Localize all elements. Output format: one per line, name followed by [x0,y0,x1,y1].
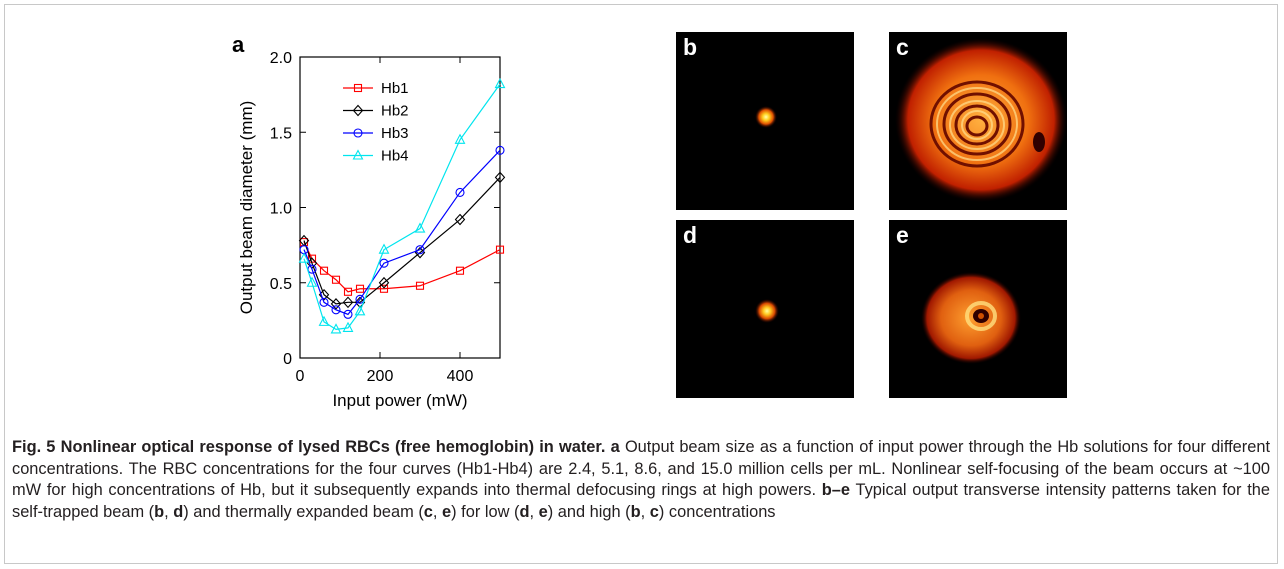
data-point [494,171,506,184]
caption-panel-ref: b [630,502,641,521]
caption-panel-ref: c [423,502,433,521]
data-point [414,222,426,233]
legend: Hb1 Hb2 Hb3 Hb4 [343,80,409,165]
data-point [343,287,353,296]
caption-text: Typical output transverse intensity patt… [12,481,1271,521]
data-point [319,297,329,307]
defocusing-rings-image [895,38,1067,202]
y-tick-label: 0 [283,351,292,368]
y-tick-label: 1.5 [270,125,292,142]
panel-label-b: b [683,34,698,60]
data-point [318,315,330,326]
caption-text: ) concentrations [658,502,776,521]
data-point [352,104,364,117]
data-point [330,297,342,310]
thermal-ring-image [921,272,1021,364]
data-point [455,187,465,197]
x-tick-label: 0 [296,368,305,385]
caption-text: ) for low ( [451,502,520,521]
data-point [353,83,363,93]
x-tick-label: 200 [367,368,394,385]
legend-label: Hb1 [381,80,409,97]
data-point [352,149,364,160]
caption-text: ) and thermally expanded beam ( [183,502,424,521]
data-point [331,275,341,284]
data-point [494,77,506,89]
caption-panel-ref: a [610,438,620,456]
legend-label: Hb4 [381,148,409,165]
caption-text: ) and high ( [547,502,631,521]
legend-label: Hb2 [381,103,409,120]
caption-text: , [432,502,443,521]
data-point [298,252,310,263]
intensity-pattern-d: d [676,220,854,398]
data-point [342,296,354,309]
data-point [379,284,389,293]
data-point [330,323,342,334]
data-point [378,243,390,254]
series-line [303,241,501,293]
caption-text: , [640,502,650,521]
series-line [303,149,501,316]
figure-caption: Fig. 5 Nonlinear optical response of lys… [12,437,1270,523]
data-point [353,128,363,138]
data-point [355,284,365,293]
caption-text: , [529,502,539,521]
data-point [454,133,466,144]
caption-panel-ref: b–e [821,481,851,499]
data-point [415,281,425,290]
figure-title: Nonlinear optical response of lysed RBCs… [60,438,606,456]
data-point [331,305,341,315]
data-point [378,276,390,289]
line-chart: a 0 200 400 0 0.5 1.0 1.5 2.0 Hb1 Hb2 Hb3 Hb4 Inpu… [232,32,506,410]
series-layer [298,77,506,334]
panel-label-c: c [896,34,909,60]
data-point [379,258,389,268]
caption-panel-ref: c [649,502,659,521]
data-point [354,305,366,316]
axis-ticks: 0 200 400 0 0.5 1.0 1.5 2.0 [270,50,500,385]
intensity-pattern-c: c [889,32,1067,210]
series-line [303,83,501,331]
data-point [306,276,318,287]
caption-panel-ref: d [173,502,184,521]
caption-panel-ref: e [442,502,452,521]
data-point [455,266,465,275]
y-tick-label: 0.5 [270,276,292,293]
data-point [343,309,353,319]
caption-panel-ref: e [538,502,548,521]
intensity-pattern-e: e [889,220,1067,398]
series-line [303,176,501,305]
data-point [495,145,505,155]
y-tick-label: 2.0 [270,50,292,67]
figure-number: Fig. 5 [12,438,56,456]
y-tick-label: 1.0 [270,201,292,218]
intensity-pattern-b: b [676,32,854,210]
panel-label-d: d [683,222,698,248]
data-point [319,266,329,275]
caption-panel-ref: b [154,502,165,521]
x-tick-label: 400 [447,368,474,385]
legend-label: Hb3 [381,125,409,142]
beam-spot-image [755,299,779,323]
beam-spot-image [755,106,777,128]
figure-frame [4,4,1278,564]
caption-text: Output beam size as a function of input … [12,438,1270,499]
y-axis-label: Output beam diameter (mm) [237,101,256,315]
panel-label-a: a [232,32,245,57]
data-point [415,245,425,255]
data-point [355,294,365,304]
caption-panel-ref: d [519,502,530,521]
x-axis-label: Input power (mW) [332,391,467,410]
caption-text: , [164,502,174,521]
panel-label-e: e [896,222,909,248]
data-point [454,213,466,226]
data-point [342,321,354,332]
data-point [495,245,505,254]
